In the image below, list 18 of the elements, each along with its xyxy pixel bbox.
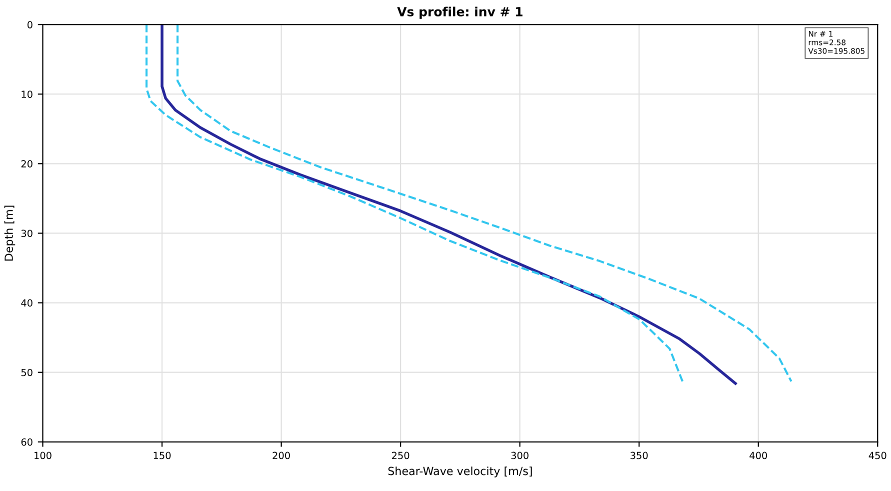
x-tick-label: 350: [630, 452, 648, 460]
x-tick-label: 450: [868, 452, 886, 460]
y-tick-label: 0: [28, 21, 32, 28]
y-tick-label: 20: [21, 160, 32, 168]
y-tick-label: 30: [21, 230, 32, 238]
y-tick-label: 10: [22, 90, 32, 98]
x-tick-label: 100: [34, 452, 52, 460]
y-axis-title: Depth [m]: [4, 206, 16, 261]
chart-title: Vs profile: inv # 1: [397, 6, 522, 19]
x-tick-label: 200: [272, 452, 290, 460]
x-tick-label: 400: [750, 452, 767, 460]
y-tick-label: 60: [21, 438, 32, 446]
y-tick-label: 50: [21, 368, 32, 376]
y-tick-label: 40: [21, 299, 32, 307]
x-tick-label: 250: [392, 452, 410, 460]
x-axis-title: Shear-Wave velocity [m/s]: [388, 466, 532, 478]
x-tick-label: 150: [154, 452, 171, 460]
x-tick-label: 300: [511, 452, 528, 460]
